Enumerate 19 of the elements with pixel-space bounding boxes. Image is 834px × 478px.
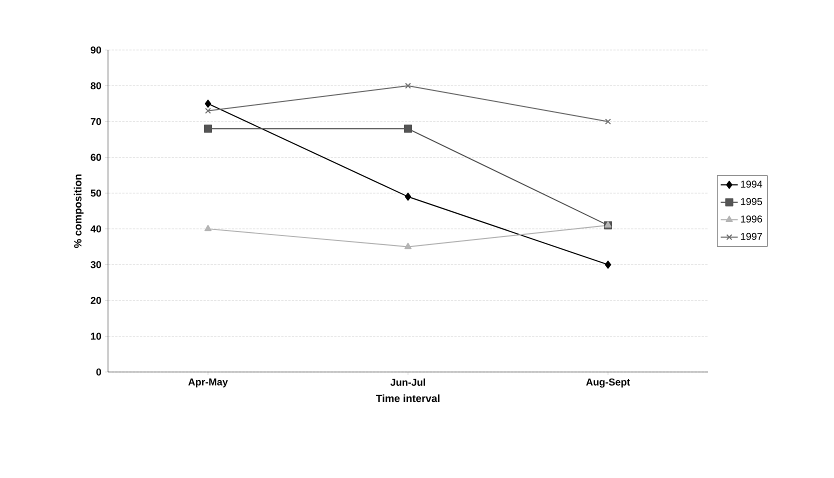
legend-label: 1994 xyxy=(741,180,762,188)
y-tick-label: 20 xyxy=(90,296,102,304)
y-tick-label: 10 xyxy=(91,332,102,340)
y-tick-label: 0 xyxy=(96,368,102,376)
y-tick-label: 30 xyxy=(90,261,102,268)
y-tick-label: 50 xyxy=(90,190,102,197)
legend-label: 1997 xyxy=(741,232,762,240)
y-tick-label: 70 xyxy=(90,118,102,126)
y-tick-label: 80 xyxy=(90,82,102,90)
legend-label: 1995 xyxy=(741,198,762,206)
x-tick-label: Jun-Jul xyxy=(390,378,426,386)
y-tick-label: 60 xyxy=(90,154,102,161)
y-tick-label: 90 xyxy=(90,46,102,54)
x-axis-title: Time interval xyxy=(376,394,440,402)
x-tick-label: Aug-Sept xyxy=(586,378,630,388)
x-tick-label: Apr-May xyxy=(188,378,228,388)
y-axis-title: % composition xyxy=(74,174,84,248)
legend-label: 1996 xyxy=(741,215,762,223)
y-tick-label: 40 xyxy=(90,225,102,232)
